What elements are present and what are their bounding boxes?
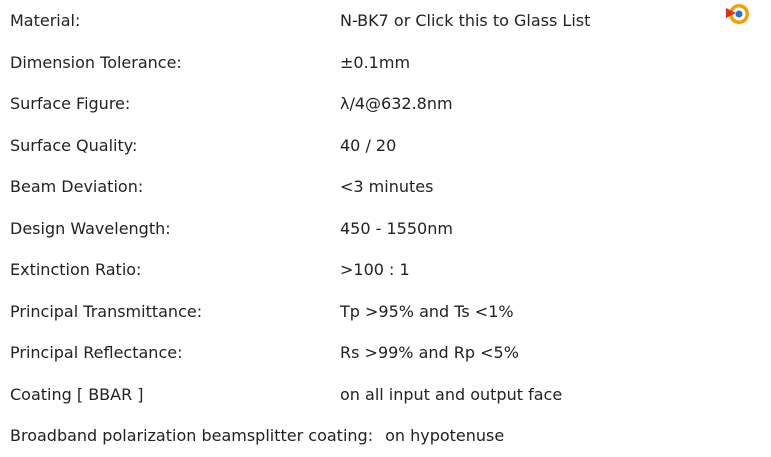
spec-row: Principal Reflectance: Rs >99% and Rp <5% xyxy=(10,332,590,374)
spec-list: Material: N-BK7 or Click this to Glass Li… xyxy=(10,0,590,457)
spec-row: Surface Quality: 40 / 20 xyxy=(10,125,590,167)
spec-label: Coating [ BBAR ] xyxy=(10,384,144,404)
spec-value: on all input and output face xyxy=(340,384,563,404)
spec-label: Beam Deviation: xyxy=(10,177,144,196)
spec-row: Coating [ BBAR ] on all input and output … xyxy=(10,374,590,416)
spec-value: >100 : 1 xyxy=(340,260,410,279)
spec-value: λ/4@632.8nm xyxy=(340,94,453,113)
spec-value: 40 / 20 xyxy=(340,135,397,155)
glass-list-icon[interactable] xyxy=(724,1,752,27)
spec-label: Dimension Tolerance: xyxy=(10,52,182,72)
spec-label: Principal Transmittance: xyxy=(10,301,203,321)
spec-value: on hypotenuse xyxy=(385,426,505,445)
spec-row: Broadband polarization beamsplitter coat… xyxy=(10,415,590,457)
spec-label: Material: xyxy=(10,11,81,30)
spec-row: Extinction Ratio: >100 : 1 xyxy=(10,249,590,291)
spec-value: <3 minutes xyxy=(340,177,434,196)
spec-label: Principal Reflectance: xyxy=(10,343,183,362)
spec-label: Design Wavelength: xyxy=(10,218,171,238)
spec-row: Beam Deviation: <3 minutes xyxy=(10,166,590,208)
spec-value[interactable]: N-BK7 or Click this to Glass List xyxy=(340,11,591,30)
spec-row: Dimension Tolerance: ±0.1mm xyxy=(10,42,590,84)
spec-row: Principal Transmittance: Tp >95% and Ts <… xyxy=(10,291,590,333)
spec-label: Surface Quality: xyxy=(10,135,138,155)
spec-row: Surface Figure: λ/4@632.8nm xyxy=(10,83,590,125)
spec-value: Tp >95% and Ts <1% xyxy=(340,301,514,321)
spec-value: ±0.1mm xyxy=(340,52,411,72)
spec-label: Broadband polarization beamsplitter coat… xyxy=(10,426,374,445)
spec-value: Rs >99% and Rp <5% xyxy=(340,343,519,362)
spec-row: Material: N-BK7 or Click this to Glass Li… xyxy=(10,0,590,42)
spec-row: Design Wavelength: 450 - 1550nm xyxy=(10,208,590,250)
spec-label: Extinction Ratio: xyxy=(10,260,142,279)
spec-label: Surface Figure: xyxy=(10,94,131,113)
spec-value: 450 - 1550nm xyxy=(340,218,453,238)
